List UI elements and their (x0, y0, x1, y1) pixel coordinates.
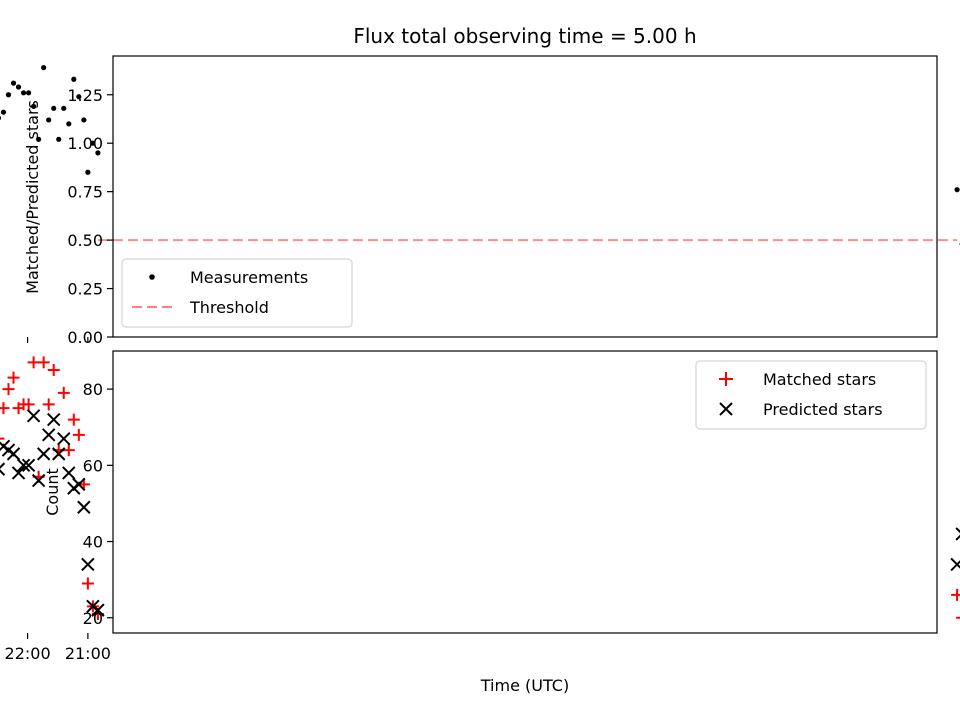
legend-predicted: Predicted stars (763, 400, 883, 419)
measurement-point (954, 187, 960, 193)
measurement-point (20, 90, 27, 96)
predicted-star-point (0, 462, 6, 476)
legend-marker-matched (719, 372, 733, 386)
measurement-points (0, 65, 960, 246)
top-x-ticks (26, 337, 89, 343)
top-axes-frame (112, 55, 938, 338)
matched-star-point (62, 444, 75, 457)
measurement-point (71, 76, 77, 82)
top-y-tick-label: 1.25 (67, 86, 103, 105)
predicted-star-point (21, 458, 36, 473)
matched-star-point (42, 398, 55, 411)
predicted-star-point (86, 599, 100, 614)
legend-measurements: Measurements (190, 268, 308, 287)
bottom-y-tick-label: 40 (83, 533, 103, 552)
measurement-point (41, 65, 47, 71)
predicted-star-point (16, 458, 31, 473)
measurement-point (0, 115, 2, 121)
x-tick-label: 21:00 (65, 644, 111, 663)
predicted-star-point (77, 500, 91, 514)
matched-star-point (67, 413, 80, 426)
measurement-point (51, 105, 57, 111)
top-y-tick-label: 0.75 (67, 183, 103, 202)
predicted-star-point (57, 431, 71, 446)
predicted-star-point (67, 481, 81, 495)
bottom-y-ticks: 20 40 60 80 (83, 380, 113, 628)
measurement-point (5, 92, 12, 98)
top-legend: Measurements Threshold (121, 258, 353, 328)
top-y-tick-label: 1.00 (67, 134, 103, 153)
legend-marker-measurements (149, 274, 155, 280)
matched-star-point (2, 383, 15, 396)
matched-star-point (37, 356, 50, 369)
measurement-point (36, 136, 42, 142)
matched-star-point (0, 402, 10, 415)
legend-marker-predicted (719, 402, 733, 416)
ratio-panel: 0.00 0.25 0.50 0.75 1.00 1.25 Matched/Predict… (0, 55, 960, 347)
matched-star-point (951, 588, 960, 601)
predicted-star-point (41, 428, 56, 442)
predicted-star-point (36, 447, 51, 461)
top-legend-box (121, 258, 353, 328)
bottom-legend: Matched stars Predicted stars (695, 360, 927, 430)
measurement-point (85, 169, 91, 175)
matched-star-point (81, 577, 94, 590)
matched-star-point (956, 616, 960, 619)
x-axis-label: Time (UTC) (480, 676, 569, 695)
measurement-point (76, 94, 82, 100)
matched-star-point (72, 428, 85, 441)
matched-star-point (0, 437, 5, 440)
measurement-point (66, 121, 72, 127)
x-tick-label: 22:00 (5, 644, 51, 663)
predicted-star-point (11, 466, 26, 480)
bottom-y-tick-label: 60 (83, 456, 103, 475)
measurement-point (15, 84, 22, 90)
predicted-star-point (950, 557, 960, 572)
measurement-point (46, 117, 52, 123)
matched-star-point (7, 371, 20, 384)
measurement-point (56, 136, 62, 142)
measurement-point (25, 90, 32, 96)
predicted-star-point (47, 412, 61, 427)
measurement-point (0, 109, 7, 115)
legend-threshold: Threshold (189, 298, 269, 317)
predicted-star-point (81, 557, 95, 572)
top-y-tick-label: 0.25 (67, 280, 103, 299)
legend-matched: Matched stars (763, 370, 876, 389)
measurement-point (10, 80, 17, 86)
bottom-legend-box (695, 360, 927, 430)
matched-star-point (12, 402, 25, 415)
matched-star-point (27, 356, 40, 369)
matched-star-point (47, 364, 60, 377)
measurement-point (90, 140, 96, 146)
predicted-stars-points (0, 409, 960, 617)
bottom-y-tick-label: 80 (83, 380, 103, 399)
measurement-point (61, 105, 67, 111)
top-y-tick-label: 0.00 (67, 328, 103, 347)
predicted-star-point (31, 473, 46, 488)
top-y-ticks: 0.00 0.25 0.50 0.75 1.00 1.25 (67, 86, 113, 347)
measurement-point (81, 117, 87, 123)
predicted-star-point (0, 439, 11, 453)
predicted-star-point (62, 466, 76, 480)
top-y-tick-label: 0.50 (67, 231, 103, 250)
measurement-point (95, 150, 101, 156)
chart-title: Flux total observing time = 5.00 h (353, 24, 696, 48)
matched-star-point (57, 386, 70, 399)
bottom-y-tick-label: 20 (83, 609, 103, 628)
predicted-star-point (26, 409, 41, 423)
predicted-star-point (955, 527, 960, 541)
predicted-star-point (52, 447, 66, 461)
top-y-axis-label: Matched/Predicted stars (23, 100, 42, 294)
bottom-axes-frame (112, 350, 938, 634)
measurement-point (31, 103, 37, 109)
bottom-y-axis-label: Count (43, 468, 62, 516)
